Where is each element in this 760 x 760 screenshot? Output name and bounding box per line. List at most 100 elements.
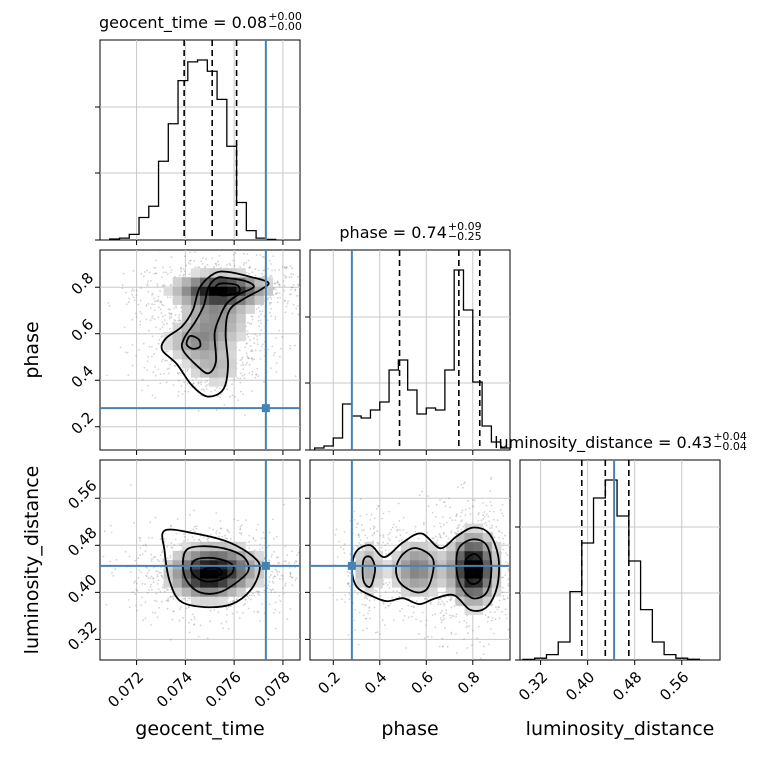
density-cell bbox=[254, 277, 264, 287]
contour-level-2 bbox=[395, 547, 435, 594]
sample-point bbox=[259, 254, 262, 256]
sample-point bbox=[158, 606, 161, 609]
density-cell bbox=[473, 569, 483, 579]
density-cell bbox=[209, 340, 219, 351]
sample-point bbox=[242, 604, 245, 606]
sample-point bbox=[151, 558, 153, 561]
sample-point bbox=[380, 587, 382, 589]
panel-frame bbox=[99, 39, 301, 241]
sample-point bbox=[215, 512, 218, 514]
sample-point bbox=[261, 256, 264, 258]
sample-point bbox=[153, 297, 155, 300]
sample-point bbox=[159, 290, 162, 293]
sample-point bbox=[450, 598, 453, 600]
sample-point bbox=[349, 572, 351, 574]
sample-point bbox=[302, 292, 304, 294]
sample-point bbox=[447, 537, 450, 540]
sample-point bbox=[417, 537, 420, 540]
sample-point bbox=[133, 289, 136, 292]
sample-point bbox=[169, 296, 172, 299]
sample-point bbox=[275, 293, 278, 295]
sample-point bbox=[163, 323, 165, 326]
sample-point bbox=[344, 601, 346, 603]
sample-point bbox=[125, 303, 128, 306]
sample-point bbox=[151, 394, 154, 397]
y-tick-label: 0.2 bbox=[68, 408, 98, 438]
sample-point bbox=[303, 583, 305, 585]
sample-point bbox=[429, 601, 432, 604]
sample-point bbox=[288, 276, 291, 279]
sample-point bbox=[511, 541, 513, 543]
sample-point bbox=[505, 552, 507, 554]
sample-point bbox=[243, 377, 246, 379]
sample-point bbox=[246, 356, 249, 359]
sample-point bbox=[283, 289, 286, 292]
sample-point bbox=[450, 606, 453, 609]
sample-point bbox=[191, 379, 194, 381]
sample-point bbox=[483, 522, 486, 525]
sample-point bbox=[197, 635, 200, 638]
sample-point bbox=[275, 371, 278, 374]
sample-point bbox=[381, 517, 383, 520]
density-cell bbox=[200, 331, 210, 342]
sample-point bbox=[167, 599, 170, 601]
sample-point bbox=[269, 303, 271, 305]
sample-point bbox=[201, 263, 204, 265]
sample-point bbox=[141, 582, 144, 585]
sample-point bbox=[231, 394, 234, 397]
sample-point bbox=[248, 547, 251, 550]
sample-point bbox=[435, 503, 438, 506]
y-tick-label: 0.56 bbox=[64, 477, 100, 513]
sample-point bbox=[412, 611, 415, 614]
sample-point bbox=[293, 562, 296, 564]
sample-point bbox=[443, 617, 446, 620]
sample-point bbox=[163, 587, 166, 589]
sample-point bbox=[159, 590, 162, 593]
sample-point bbox=[481, 502, 484, 504]
density-cell bbox=[227, 587, 237, 597]
density-cell bbox=[218, 277, 228, 287]
density-cell bbox=[181, 277, 192, 287]
density-cell bbox=[410, 541, 420, 552]
sample-point bbox=[479, 641, 481, 643]
sample-point bbox=[283, 266, 286, 269]
sample-point bbox=[139, 299, 142, 302]
density-cell bbox=[491, 550, 502, 561]
sample-point bbox=[183, 273, 186, 276]
density-cell bbox=[172, 578, 183, 588]
sample-point bbox=[451, 519, 454, 521]
sample-point bbox=[105, 374, 108, 377]
sample-point bbox=[168, 315, 171, 318]
sample-point bbox=[161, 550, 164, 553]
sample-point bbox=[284, 277, 287, 279]
sample-point bbox=[255, 373, 258, 376]
sample-point bbox=[384, 591, 387, 593]
sample-point bbox=[166, 368, 169, 370]
sample-point bbox=[397, 502, 400, 505]
sample-point bbox=[402, 516, 405, 519]
density-cell bbox=[464, 532, 474, 543]
sample-point bbox=[160, 571, 162, 574]
sample-point bbox=[131, 318, 134, 321]
sample-point bbox=[456, 527, 458, 530]
contour-level-1 bbox=[181, 545, 250, 595]
sample-point bbox=[152, 577, 155, 580]
sample-point bbox=[282, 587, 284, 589]
density-cell bbox=[236, 313, 246, 323]
sample-point bbox=[511, 548, 513, 550]
sample-point bbox=[226, 388, 228, 390]
panel-frame bbox=[519, 459, 721, 661]
sample-point bbox=[399, 534, 402, 536]
x-tick-label: 0.072 bbox=[104, 668, 147, 711]
sample-point bbox=[166, 359, 168, 362]
sample-point bbox=[278, 562, 281, 564]
sample-point bbox=[269, 311, 271, 314]
sample-point bbox=[295, 577, 298, 580]
sample-point bbox=[461, 509, 464, 512]
sample-point bbox=[486, 668, 488, 670]
sample-point bbox=[503, 598, 506, 601]
sample-point bbox=[460, 484, 463, 486]
x-tick-label: 0.2 bbox=[314, 668, 344, 698]
sample-point bbox=[214, 263, 217, 265]
sample-point bbox=[267, 544, 270, 547]
